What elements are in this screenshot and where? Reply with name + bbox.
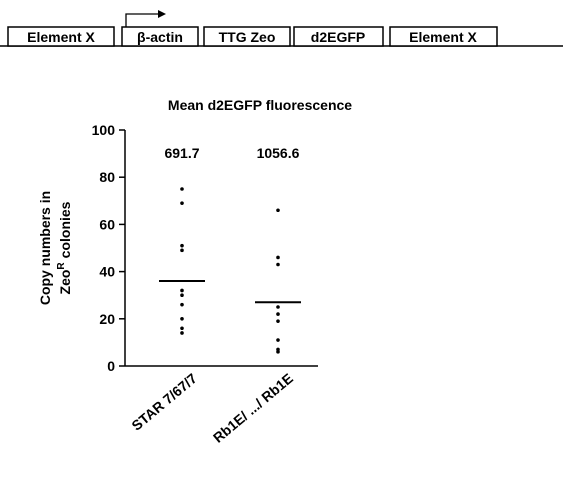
element: Element X [7,26,115,47]
data-point [276,208,280,213]
y-tick-label: 60 [99,216,115,232]
element-label: d2EGFP [311,29,365,45]
data-point [276,255,280,260]
data-point [276,338,280,342]
data-point [180,293,184,298]
data-point [180,288,184,293]
data-point [180,248,184,253]
arrow-head [158,10,166,18]
element-label: TTG Zeo [219,29,276,45]
element: Element X [389,26,498,47]
annotation: 1056.6 [257,145,300,161]
chart-title: Mean d2EGFP fluorescence [168,97,352,113]
data-point [276,319,280,323]
data-point [180,243,184,248]
data-point [276,350,280,354]
data-point [276,262,280,267]
element: β-actin [121,26,199,47]
data-point [180,326,184,331]
data-point [180,317,184,321]
y-label-part: Zeo [57,270,73,295]
promoter-arrow [125,13,160,30]
y-label: Copy numbers in ZeoRcolonies [37,191,73,305]
x-tick-label: Rb1E/ .../ Rb1E [210,370,296,446]
annotation: 691.7 [164,145,199,161]
y-tick-label: 20 [99,311,115,327]
data-point [180,331,184,335]
y-tick-label: 100 [92,122,116,138]
data-point [180,201,184,205]
data-point [180,302,184,307]
y-tick-label: 0 [107,358,115,374]
element-label: Element X [27,29,95,45]
data-point [276,312,280,316]
y-label-part: colonies [57,201,73,258]
element: d2EGFP [293,26,384,47]
x-tick-label: STAR 7/67/7 [128,370,200,434]
element: TTG Zeo [203,26,291,47]
y-label-line: Copy numbers in [37,191,53,305]
y-tick-label: 40 [99,264,115,280]
y-tick-label: 80 [99,169,115,185]
y-label-sup: R [56,262,67,270]
y-label-line: ZeoRcolonies [56,201,73,294]
element-label: β-actin [137,29,183,45]
data-point [276,305,280,309]
element-label: Element X [409,29,477,45]
data-point [180,187,184,191]
